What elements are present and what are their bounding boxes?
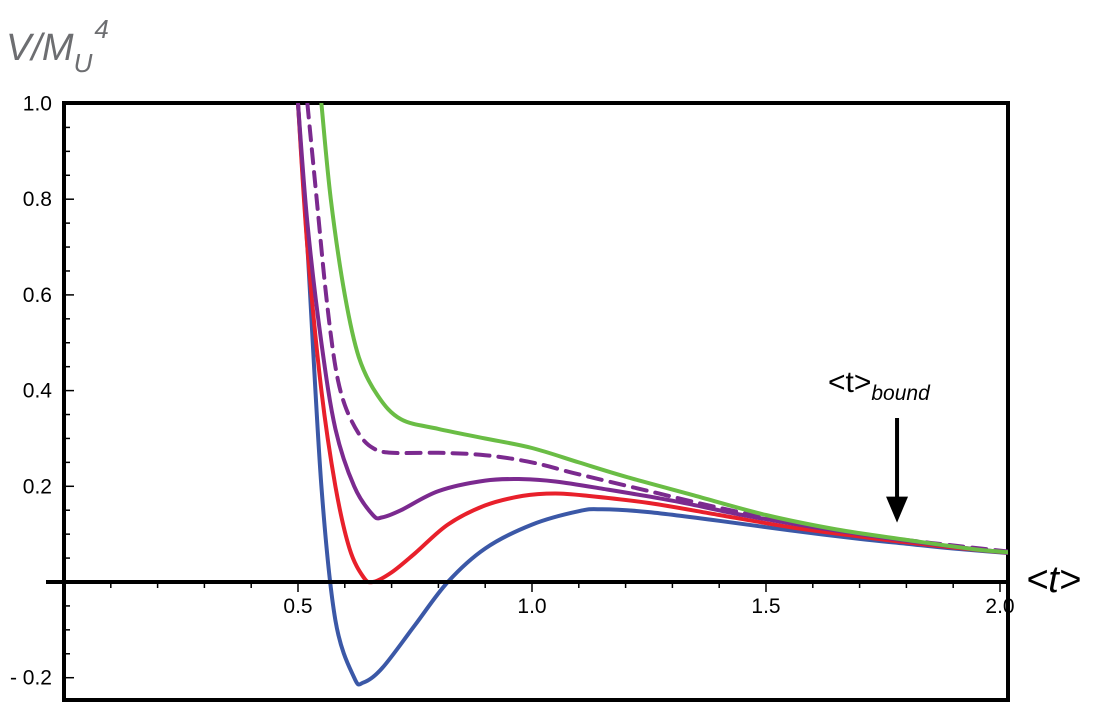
bound-arrow-head [886, 496, 909, 523]
y-axis-label-main: V/M [6, 27, 74, 69]
ticks-layer: 0.5 1.0 1.5 2.0 1.0 0.8 0.6 0.4 0.2 - 0.2 [10, 93, 1015, 690]
plot-area [62, 101, 1010, 702]
y-axis-label-sub: U [74, 48, 93, 78]
y-tick-label: 0.2 [23, 475, 52, 498]
series-line-5 [319, 103, 1008, 555]
y-tick-label: 0.8 [23, 188, 52, 211]
series-line-4 [305, 103, 1008, 554]
plot-frame [62, 101, 1010, 702]
annotation-layer: <t>bound [828, 366, 931, 523]
y-tick-label: 1.0 [23, 93, 52, 116]
y-tick-label: - 0.2 [10, 667, 52, 690]
series-layer [296, 103, 1008, 687]
y-axis-label: V/MU4 [6, 14, 109, 78]
x-tick-label: 1.0 [517, 595, 546, 618]
x-tick-label: 1.5 [751, 595, 780, 618]
series-line-1 [296, 103, 1008, 687]
series-line-2 [296, 103, 1008, 585]
x-axis-label: <t> [1026, 559, 1081, 601]
y-tick-label: 0.6 [23, 284, 52, 307]
x-tick-label: 0.5 [283, 595, 312, 618]
y-tick-label: 0.4 [23, 380, 53, 403]
bound-annotation-label: <t>bound [828, 366, 931, 405]
x-tick-label: 2.0 [985, 595, 1014, 618]
y-axis-label-sup: 4 [94, 14, 108, 44]
